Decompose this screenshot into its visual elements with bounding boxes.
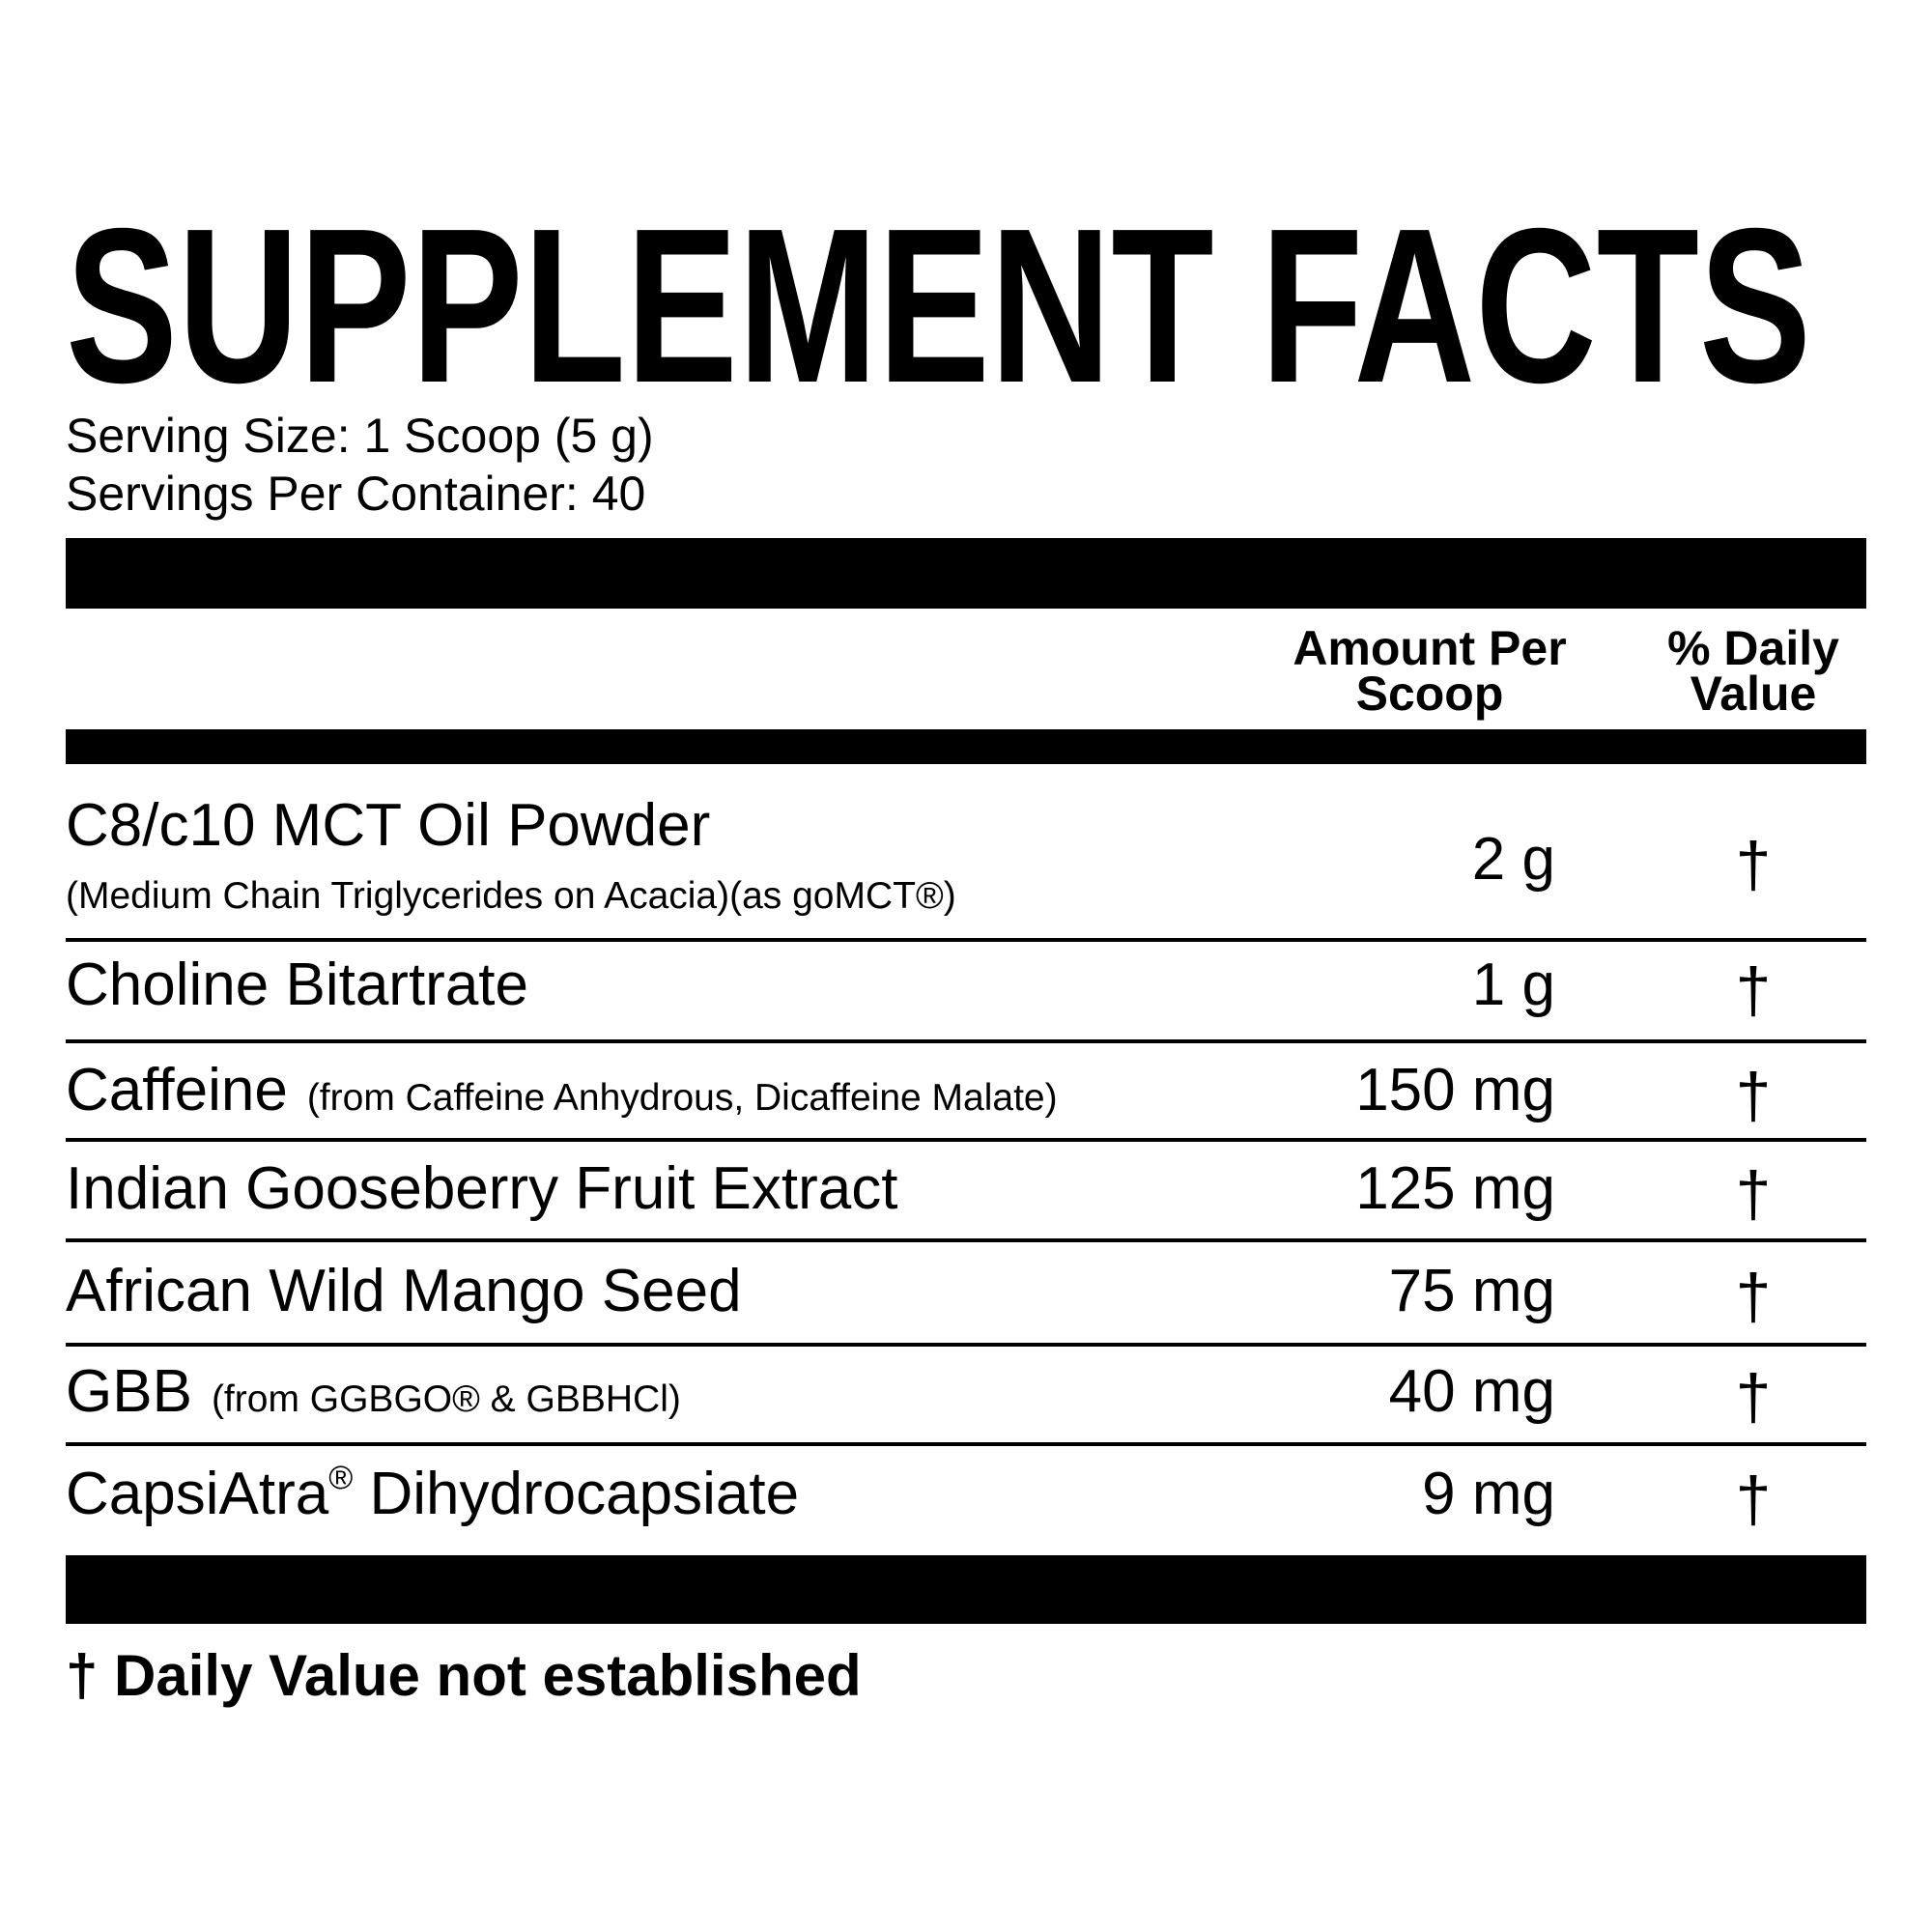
daily-value: † — [1736, 829, 1772, 900]
serving-size: Serving Size: 1 Scoop (5 g) — [66, 409, 654, 463]
ingredient-name: C8/c10 MCT Oil Powder — [66, 792, 710, 859]
thick-rule — [66, 538, 1866, 609]
name: GBB — [66, 1358, 192, 1425]
amount: 75 mg — [1389, 1258, 1555, 1324]
daily-value: † — [1736, 1261, 1772, 1332]
amount: 125 mg — [1355, 1155, 1555, 1222]
footnote: † Daily Value not established — [66, 1643, 862, 1708]
ingredient-name: CapsiAtra® Dihydrocapsiate — [66, 1460, 799, 1527]
daily-value: † — [1736, 1060, 1772, 1131]
row-rule — [66, 938, 1866, 942]
amount: 9 mg — [1422, 1461, 1555, 1527]
ingredient-name: Caffeine (from Caffeine Anhydrous, Dicaff… — [66, 1057, 1058, 1123]
row-rule — [66, 1039, 1866, 1043]
ingredient-name: Indian Gooseberry Fruit Extract — [66, 1155, 897, 1222]
daily-value: † — [1736, 1463, 1772, 1535]
daily-value: † — [1736, 954, 1772, 1026]
row-rule — [66, 1442, 1866, 1446]
name: C8/c10 MCT Oil Powder — [66, 792, 710, 859]
name-rest: Dihydrocapsiate — [353, 1461, 799, 1527]
amount: 150 mg — [1355, 1057, 1555, 1123]
name: CapsiAtra — [66, 1461, 329, 1527]
ingredient-note: (from GGBGO® & GBBHCl) — [212, 1378, 681, 1420]
daily-value-header: % Daily — [1667, 621, 1839, 675]
daily-value: † — [1736, 1361, 1772, 1433]
ingredient-name: Choline Bitartrate — [66, 952, 528, 1018]
name: Indian Gooseberry Fruit Extract — [66, 1155, 897, 1222]
daily-value: † — [1736, 1158, 1772, 1230]
name: Choline Bitartrate — [66, 952, 528, 1018]
servings-per-container: Servings Per Container: 40 — [66, 467, 645, 521]
registered-mark: ® — [328, 1460, 353, 1496]
medium-rule — [66, 729, 1866, 764]
row-rule — [66, 1138, 1866, 1142]
ingredient-name: GBB (from GGBGO® & GBBHCl) — [66, 1358, 681, 1425]
name: Caffeine — [66, 1057, 288, 1123]
amount: 40 mg — [1389, 1358, 1555, 1425]
amount-header: Scoop — [1356, 667, 1504, 721]
ingredient-note: (Medium Chain Triglycerides on Acacia)(a… — [66, 875, 956, 917]
title: SUPPLEMENT FACTS — [66, 184, 1811, 429]
row-rule — [66, 1238, 1866, 1242]
amount: 2 g — [1472, 826, 1555, 893]
daily-value-header: Value — [1690, 667, 1817, 721]
name: African Wild Mango Seed — [66, 1258, 742, 1324]
amount: 1 g — [1472, 952, 1555, 1018]
rows: C8/c10 MCT Oil Powder (Medium Chain Trigl… — [66, 792, 1866, 1535]
ingredient-name: African Wild Mango Seed — [66, 1258, 742, 1324]
ingredient-note: (from Caffeine Anhydrous, Dicaffeine Mal… — [307, 1077, 1058, 1119]
row-rule — [66, 1343, 1866, 1347]
amount-header: Amount Per — [1293, 621, 1566, 675]
thick-rule — [66, 1555, 1866, 1624]
